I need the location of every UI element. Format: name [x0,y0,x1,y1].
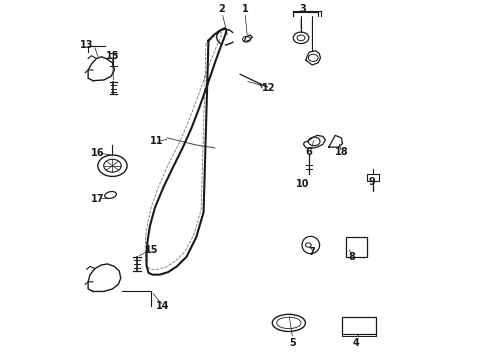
Text: 15: 15 [145,245,158,255]
Bar [343,317,375,334]
Bar [367,174,379,181]
Text: 5: 5 [290,338,296,347]
Text: 8: 8 [349,252,356,262]
Text: 7: 7 [309,247,316,257]
Text: 4: 4 [353,338,360,347]
Text: 11: 11 [149,136,163,147]
Text: 18: 18 [335,147,348,157]
Text: 14: 14 [156,301,170,311]
Text: 10: 10 [296,179,309,189]
Text: 16: 16 [91,148,104,158]
Text: 15: 15 [106,51,119,61]
Text: 6: 6 [305,147,312,157]
Text: 2: 2 [219,4,225,14]
Bar [346,237,367,257]
Text: 1: 1 [242,4,248,14]
Text: 9: 9 [368,177,375,187]
Ellipse shape [272,314,305,332]
Text: 17: 17 [91,194,104,203]
Ellipse shape [277,317,301,329]
Ellipse shape [105,192,116,198]
Text: 12: 12 [262,83,275,93]
Text: 13: 13 [80,40,94,50]
Text: 3: 3 [299,4,306,14]
